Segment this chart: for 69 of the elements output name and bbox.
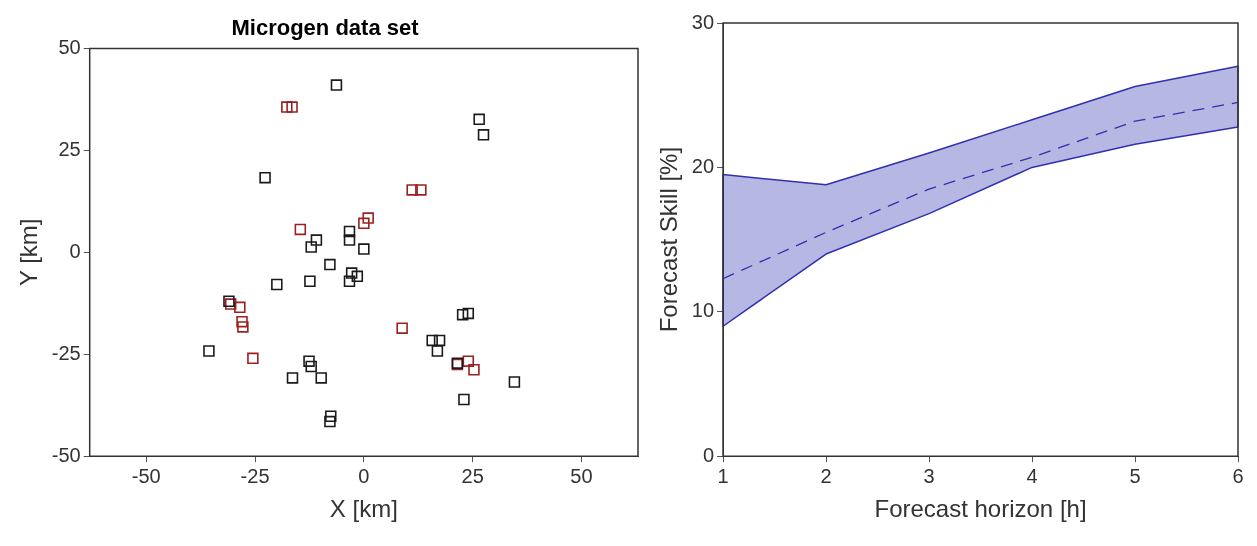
y-tick-label: -25: [51, 341, 81, 364]
y-tick-label: 0: [69, 239, 81, 262]
point: [330, 79, 343, 91]
x-tick-label: 3: [923, 464, 935, 487]
y-tick-label: 25: [58, 137, 81, 160]
point: [286, 101, 298, 113]
chart-title: Microgen data set: [231, 15, 420, 41]
x-tick-label: 4: [1026, 464, 1038, 487]
x-tick-label: 25: [461, 464, 484, 487]
point: [462, 355, 475, 367]
point: [310, 234, 323, 246]
y-tick-label: 20: [691, 154, 715, 177]
y-axis-title: Y [km]: [15, 218, 43, 287]
x-axis-title: Forecast horizon [h]: [874, 495, 1087, 523]
point: [236, 315, 248, 328]
y-tick-label: 50: [58, 35, 81, 58]
point: [415, 184, 427, 196]
y-tick-label: 0: [702, 443, 715, 466]
point: [477, 129, 490, 141]
point: [351, 270, 364, 283]
point: [304, 275, 316, 287]
x-tick-label: 2: [820, 464, 832, 487]
point: [468, 364, 480, 376]
y-tick-label: 30: [691, 10, 715, 33]
point: [343, 275, 356, 287]
point: [426, 334, 438, 347]
y-axis-title: Forecast Skill [%]: [655, 146, 683, 333]
point: [286, 372, 299, 384]
y-tick-label: 10: [691, 299, 715, 322]
point: [324, 415, 336, 428]
x-axis-title: X [km]: [329, 495, 398, 523]
point: [458, 393, 470, 406]
point: [247, 352, 259, 365]
point: [473, 113, 485, 126]
point: [343, 225, 356, 238]
point: [271, 278, 283, 291]
point: [234, 301, 246, 314]
point: [358, 217, 370, 230]
point: [294, 223, 307, 236]
point: [325, 410, 337, 422]
point: [456, 308, 469, 321]
x-tick-label: 0: [358, 464, 370, 487]
point: [303, 355, 315, 367]
x-tick-label: 5: [1129, 464, 1141, 487]
x-tick-label: 6: [1232, 464, 1244, 487]
y-tick-label: -50: [51, 443, 81, 466]
x-tick-label: 1: [717, 464, 729, 487]
point: [362, 212, 374, 224]
point: [324, 258, 336, 271]
point: [345, 267, 358, 279]
point: [431, 345, 444, 357]
x-tick-label: -25: [240, 464, 270, 487]
point: [462, 307, 475, 320]
x-tick-label: 50: [570, 464, 593, 487]
point: [305, 241, 317, 253]
point: [315, 372, 327, 384]
point: [305, 360, 317, 373]
point: [281, 101, 293, 113]
point: [406, 184, 418, 196]
point: [237, 321, 249, 333]
point: [358, 243, 370, 255]
point: [508, 376, 521, 388]
point: [203, 345, 215, 357]
point: [343, 234, 356, 246]
point: [433, 334, 446, 347]
x-tick-label: -50: [131, 464, 161, 487]
line-series: [723, 101, 1238, 280]
point: [259, 171, 271, 184]
point: [396, 322, 408, 334]
